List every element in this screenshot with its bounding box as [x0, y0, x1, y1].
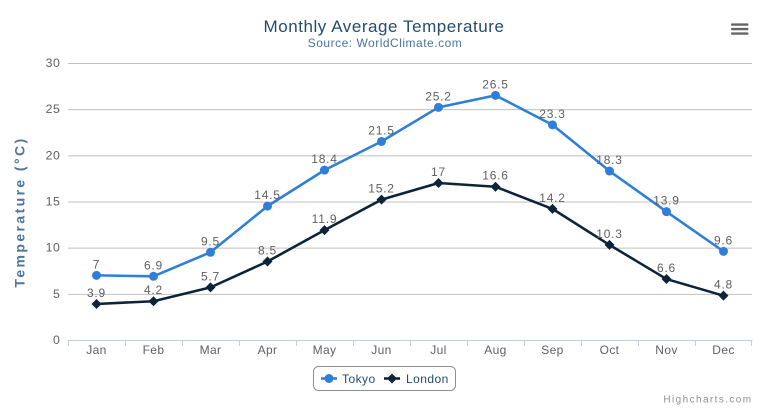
svg-text:8.5: 8.5	[258, 244, 277, 258]
svg-text:18.3: 18.3	[596, 153, 623, 167]
svg-text:Highcharts.com: Highcharts.com	[663, 395, 752, 406]
svg-text:Jul: Jul	[430, 343, 446, 357]
svg-text:0: 0	[53, 333, 60, 347]
svg-text:26.5: 26.5	[482, 77, 509, 91]
svg-text:Jan: Jan	[86, 343, 106, 357]
svg-text:21.5: 21.5	[368, 123, 395, 137]
svg-text:Apr: Apr	[258, 343, 278, 357]
svg-text:4.2: 4.2	[144, 283, 163, 297]
svg-text:May: May	[313, 343, 337, 357]
svg-text:11.9: 11.9	[312, 212, 338, 226]
svg-text:14.5: 14.5	[254, 188, 281, 202]
svg-text:15.2: 15.2	[368, 182, 395, 196]
svg-text:7: 7	[93, 257, 100, 271]
svg-text:17: 17	[431, 165, 446, 179]
svg-text:Jun: Jun	[371, 343, 391, 357]
svg-text:6.6: 6.6	[657, 261, 676, 275]
svg-text:10.3: 10.3	[596, 227, 623, 241]
svg-text:Oct: Oct	[600, 343, 620, 357]
svg-text:Source: WorldClimate.com: Source: WorldClimate.com	[308, 36, 463, 50]
svg-text:Feb: Feb	[143, 343, 165, 357]
svg-text:30: 30	[46, 56, 61, 70]
svg-text:4.8: 4.8	[714, 278, 733, 292]
svg-text:Monthly Average Temperature: Monthly Average Temperature	[263, 17, 504, 36]
svg-text:3.9: 3.9	[87, 286, 106, 300]
svg-text:Aug: Aug	[484, 343, 506, 357]
svg-text:10: 10	[46, 241, 61, 255]
svg-text:20: 20	[46, 148, 61, 162]
svg-text:Temperature (°C): Temperature (°C)	[12, 136, 28, 287]
svg-text:6.9: 6.9	[144, 258, 163, 272]
svg-text:9.5: 9.5	[201, 234, 220, 248]
svg-text:25.2: 25.2	[425, 89, 452, 103]
svg-text:16.6: 16.6	[482, 169, 509, 183]
svg-text:15: 15	[46, 195, 61, 209]
svg-text:9.6: 9.6	[714, 233, 733, 247]
svg-text:23.3: 23.3	[539, 107, 566, 121]
svg-text:Nov: Nov	[655, 343, 677, 357]
svg-text:14.2: 14.2	[539, 191, 566, 205]
svg-text:25: 25	[46, 102, 61, 116]
svg-text:Mar: Mar	[200, 343, 222, 357]
svg-text:18.4: 18.4	[311, 152, 338, 166]
svg-text:Dec: Dec	[712, 343, 734, 357]
svg-text:13.9: 13.9	[653, 194, 680, 208]
svg-text:London: London	[406, 372, 449, 386]
svg-text:5: 5	[53, 287, 60, 301]
svg-text:Sep: Sep	[541, 343, 563, 357]
svg-text:Tokyo: Tokyo	[342, 372, 376, 386]
svg-text:5.7: 5.7	[201, 269, 220, 283]
